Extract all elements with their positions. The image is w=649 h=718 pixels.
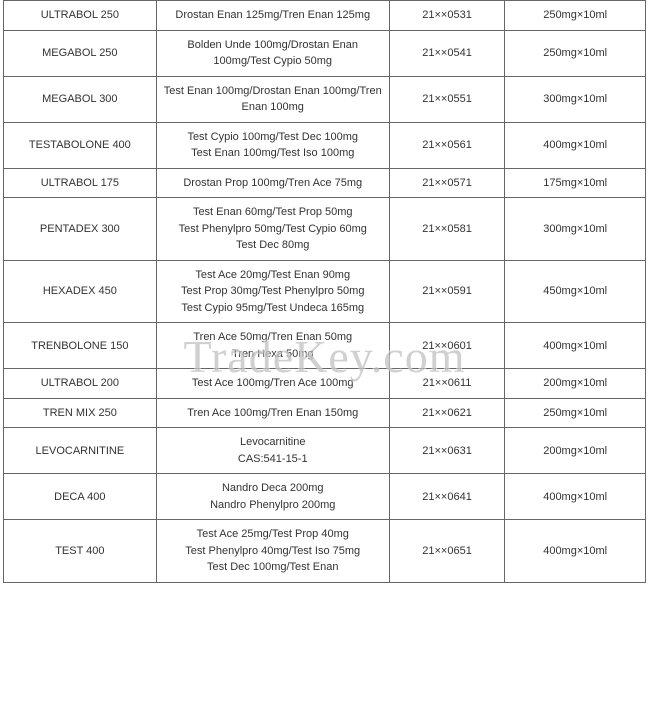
cell-product-name: PENTADEX 300 [4, 198, 157, 261]
table-row: DECA 400Nandro Deca 200mgNandro Phenylpr… [4, 474, 646, 520]
cell-size: 400mg×10ml [505, 323, 646, 369]
table-row: PENTADEX 300Test Enan 60mg/Test Prop 50m… [4, 198, 646, 261]
table-row: ULTRABOL 250Drostan Enan 125mg/Tren Enan… [4, 1, 646, 31]
cell-code: 21××0631 [389, 428, 505, 474]
cell-code: 21××0651 [389, 520, 505, 583]
cell-composition: Test Enan 60mg/Test Prop 50mgTest Phenyl… [156, 198, 389, 261]
cell-product-name: TEST 400 [4, 520, 157, 583]
cell-size: 250mg×10ml [505, 1, 646, 31]
cell-code: 21××0531 [389, 1, 505, 31]
cell-size: 400mg×10ml [505, 520, 646, 583]
cell-product-name: MEGABOL 300 [4, 76, 157, 122]
table-row: MEGABOL 300Test Enan 100mg/Drostan Enan … [4, 76, 646, 122]
cell-composition: Tren Ace 100mg/Tren Enan 150mg [156, 398, 389, 428]
cell-product-name: HEXADEX 450 [4, 260, 157, 323]
table-row: TREN MIX 250Tren Ace 100mg/Tren Enan 150… [4, 398, 646, 428]
cell-size: 300mg×10ml [505, 198, 646, 261]
cell-composition: Nandro Deca 200mgNandro Phenylpro 200mg [156, 474, 389, 520]
cell-size: 400mg×10ml [505, 122, 646, 168]
cell-size: 200mg×10ml [505, 428, 646, 474]
cell-size: 200mg×10ml [505, 369, 646, 399]
cell-product-name: TREN MIX 250 [4, 398, 157, 428]
cell-code: 21××0621 [389, 398, 505, 428]
table-row: HEXADEX 450Test Ace 20mg/Test Enan 90mgT… [4, 260, 646, 323]
table-row: ULTRABOL 175Drostan Prop 100mg/Tren Ace … [4, 168, 646, 198]
table-row: LEVOCARNITINELevocarnitineCAS:541-15-121… [4, 428, 646, 474]
cell-code: 21××0581 [389, 198, 505, 261]
cell-size: 250mg×10ml [505, 398, 646, 428]
cell-product-name: ULTRABOL 250 [4, 1, 157, 31]
cell-code: 21××0571 [389, 168, 505, 198]
table-row: TESTABOLONE 400Test Cypio 100mg/Test Dec… [4, 122, 646, 168]
cell-composition: Test Ace 20mg/Test Enan 90mgTest Prop 30… [156, 260, 389, 323]
cell-size: 250mg×10ml [505, 30, 646, 76]
cell-size: 175mg×10ml [505, 168, 646, 198]
cell-code: 21××0601 [389, 323, 505, 369]
cell-composition: Test Cypio 100mg/Test Dec 100mgTest Enan… [156, 122, 389, 168]
cell-code: 21××0541 [389, 30, 505, 76]
cell-product-name: ULTRABOL 200 [4, 369, 157, 399]
cell-composition: Bolden Unde 100mg/Drostan Enan 100mg/Tes… [156, 30, 389, 76]
cell-code: 21××0641 [389, 474, 505, 520]
cell-product-name: ULTRABOL 175 [4, 168, 157, 198]
cell-size: 450mg×10ml [505, 260, 646, 323]
cell-size: 300mg×10ml [505, 76, 646, 122]
cell-composition: Drostan Enan 125mg/Tren Enan 125mg [156, 1, 389, 31]
cell-product-name: TRENBOLONE 150 [4, 323, 157, 369]
cell-code: 21××0591 [389, 260, 505, 323]
cell-product-name: MEGABOL 250 [4, 30, 157, 76]
cell-composition: Tren Ace 50mg/Tren Enan 50mgTren Hexa 50… [156, 323, 389, 369]
cell-code: 21××0561 [389, 122, 505, 168]
cell-composition: Test Enan 100mg/Drostan Enan 100mg/Tren … [156, 76, 389, 122]
cell-code: 21××0611 [389, 369, 505, 399]
cell-composition: Drostan Prop 100mg/Tren Ace 75mg [156, 168, 389, 198]
table-body: ULTRABOL 250Drostan Enan 125mg/Tren Enan… [4, 1, 646, 583]
table-row: ULTRABOL 200Test Ace 100mg/Tren Ace 100m… [4, 369, 646, 399]
cell-code: 21××0551 [389, 76, 505, 122]
cell-composition: Test Ace 25mg/Test Prop 40mgTest Phenylp… [156, 520, 389, 583]
product-table: ULTRABOL 250Drostan Enan 125mg/Tren Enan… [3, 0, 646, 583]
cell-product-name: LEVOCARNITINE [4, 428, 157, 474]
table-row: TEST 400Test Ace 25mg/Test Prop 40mgTest… [4, 520, 646, 583]
table-row: TRENBOLONE 150Tren Ace 50mg/Tren Enan 50… [4, 323, 646, 369]
cell-product-name: TESTABOLONE 400 [4, 122, 157, 168]
table-row: MEGABOL 250Bolden Unde 100mg/Drostan Ena… [4, 30, 646, 76]
cell-composition: LevocarnitineCAS:541-15-1 [156, 428, 389, 474]
cell-composition: Test Ace 100mg/Tren Ace 100mg [156, 369, 389, 399]
cell-size: 400mg×10ml [505, 474, 646, 520]
cell-product-name: DECA 400 [4, 474, 157, 520]
